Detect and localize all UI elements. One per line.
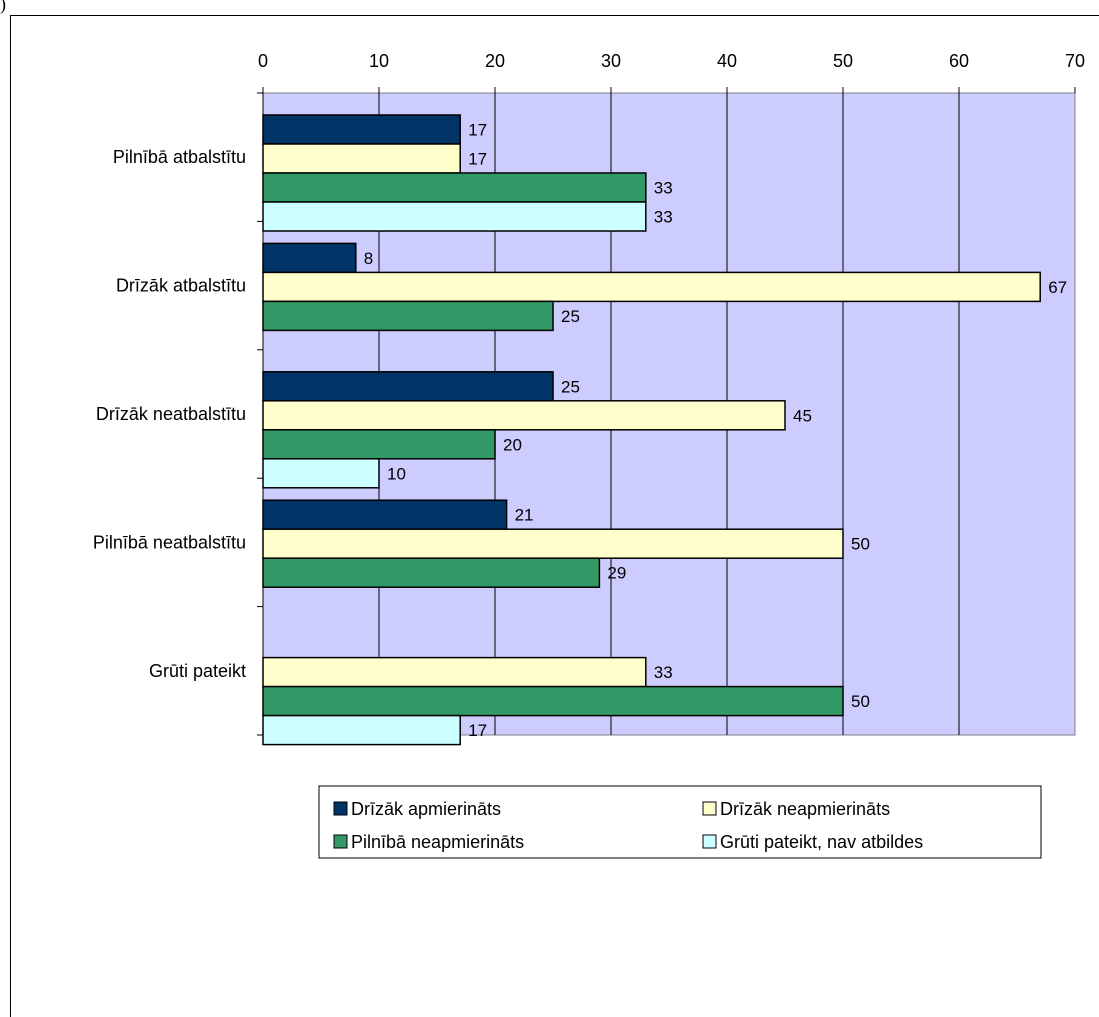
chart-frame <box>10 15 1099 1017</box>
legend-swatch <box>702 834 717 849</box>
data-label: 29 <box>607 564 626 583</box>
legend-label: Drīzāk apmierināts <box>351 799 501 819</box>
legend-label: Drīzāk neapmierināts <box>720 799 890 819</box>
legend-swatch <box>333 801 348 816</box>
data-label: 10 <box>387 464 406 483</box>
bar <box>262 114 461 145</box>
corner-mark: ) <box>0 0 6 14</box>
bars <box>262 93 1041 746</box>
x-tick-label: 50 <box>833 51 853 71</box>
legend-box <box>318 785 1042 859</box>
bar <box>262 242 357 274</box>
bar <box>262 557 601 588</box>
bar <box>262 714 461 746</box>
data-label: 17 <box>468 721 487 740</box>
legend: Drīzāk apmierināts Drīzāk neapmierināts Pi… <box>318 785 1042 859</box>
data-label: 50 <box>851 692 870 711</box>
data-label: 50 <box>851 535 870 554</box>
data-label: 33 <box>654 663 673 682</box>
legend-label: Pilnībā neapmierināts <box>351 832 524 852</box>
data-label: 45 <box>793 406 812 425</box>
data-label: 20 <box>503 435 522 454</box>
x-tick-labels: 0 10 20 30 40 50 60 70 <box>258 51 1085 71</box>
data-label: 21 <box>515 506 534 525</box>
category-label: Drīzāk atbalstītu <box>116 276 246 296</box>
x-tick-label: 30 <box>601 51 621 71</box>
legend-label: Grūti pateikt, nav atbildes <box>720 832 923 852</box>
data-label: 33 <box>654 208 673 227</box>
x-tick-label: 70 <box>1065 51 1085 71</box>
bar <box>262 656 647 688</box>
x-tick-label: 40 <box>717 51 737 71</box>
bar <box>262 685 844 717</box>
data-label: 17 <box>468 121 487 140</box>
bar <box>262 371 554 402</box>
category-label: Grūti pateikt <box>149 661 246 681</box>
data-label: 17 <box>468 150 487 169</box>
bar <box>262 271 1041 303</box>
bar <box>262 429 496 460</box>
bar <box>262 201 647 232</box>
bar <box>262 400 786 431</box>
bar <box>262 172 647 203</box>
bar <box>262 499 508 530</box>
data-label: 25 <box>561 377 580 396</box>
category-label: Drīzāk neatbalstītu <box>96 404 246 424</box>
category-label: Pilnībā atbalstītu <box>113 147 246 167</box>
x-tick-label: 0 <box>258 51 268 71</box>
data-label: 33 <box>654 179 673 198</box>
data-label: 25 <box>561 307 580 326</box>
legend-swatch <box>702 801 717 816</box>
category-labels: Pilnībā atbalstītu Drīzāk atbalstītu Drīzā… <box>93 147 246 681</box>
x-tick-label: 20 <box>485 51 505 71</box>
category-label: Pilnībā neatbalstītu <box>93 532 246 552</box>
bar <box>262 528 844 559</box>
x-tick-label: 10 <box>369 51 389 71</box>
data-label: 8 <box>364 249 373 268</box>
legend-swatch <box>333 834 348 849</box>
x-tick-label: 60 <box>949 51 969 71</box>
bar <box>262 458 380 489</box>
bar <box>262 143 461 174</box>
bar <box>262 300 554 332</box>
data-labels: 17 17 33 33 8 67 25 25 45 20 10 21 50 29 33 50 17 <box>364 121 1067 741</box>
data-label: 67 <box>1048 278 1067 297</box>
